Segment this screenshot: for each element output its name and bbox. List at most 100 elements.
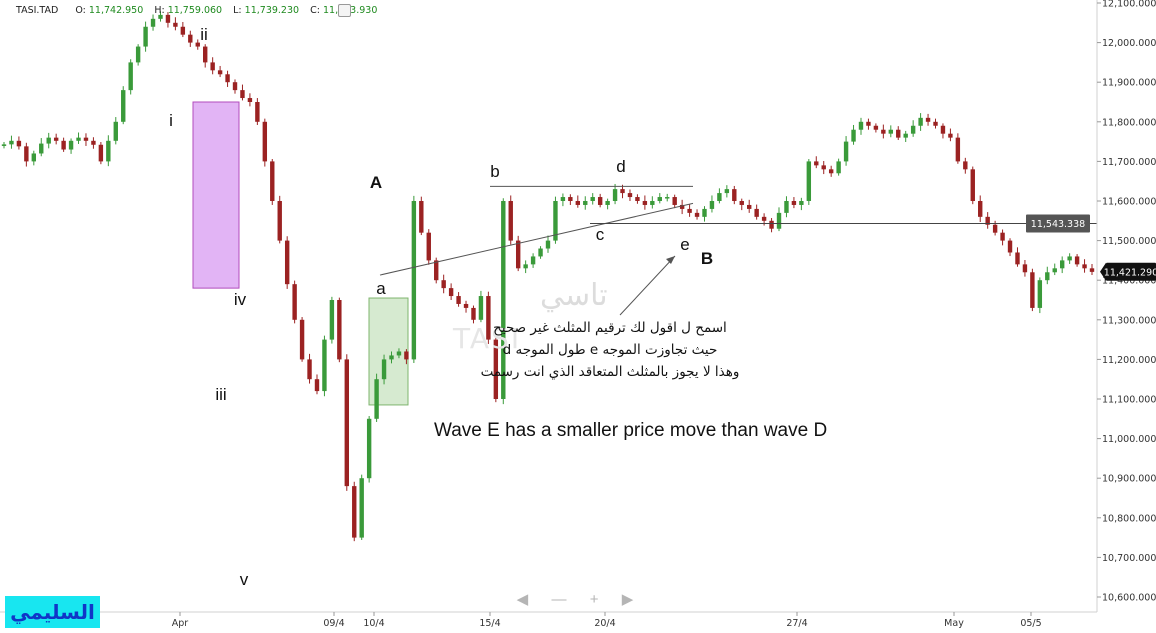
candle-body bbox=[1045, 272, 1050, 281]
candle-body bbox=[508, 201, 513, 241]
wave-label-B: B bbox=[701, 249, 713, 268]
price-tag-pointer bbox=[1100, 262, 1106, 281]
candle-body bbox=[717, 193, 722, 201]
low-label: L: bbox=[233, 5, 242, 16]
y-tick-label: 11,700.000 bbox=[1102, 157, 1156, 168]
candle-body bbox=[247, 98, 253, 102]
header-settings-icon[interactable] bbox=[338, 4, 351, 17]
candle-body bbox=[434, 260, 439, 281]
wave-label-i: i bbox=[169, 111, 173, 130]
candle-body bbox=[650, 201, 655, 205]
candle-body bbox=[329, 300, 335, 340]
x-axis[interactable]: Apr 09/4 10/4 15/4 20/4 27/4 May 05/5 bbox=[0, 611, 1097, 629]
candle-body bbox=[195, 42, 200, 47]
annotation-ar-line2: حيث تجاوزت الموجه e طول الموجه d bbox=[502, 342, 718, 358]
candle-body bbox=[978, 201, 983, 217]
y-tick-label: 11,100.000 bbox=[1102, 395, 1156, 406]
zoom-out-icon[interactable]: — bbox=[551, 590, 567, 608]
candle-body bbox=[374, 379, 379, 419]
wave-label-e: e bbox=[680, 235, 689, 254]
candle-body bbox=[933, 121, 938, 126]
candle-body bbox=[426, 232, 431, 261]
candle-body bbox=[605, 201, 610, 205]
x-tick-label: 27/4 bbox=[786, 618, 807, 629]
candle-body bbox=[456, 296, 461, 304]
candle-body bbox=[843, 141, 849, 162]
candle-body bbox=[612, 189, 618, 201]
y-tick-label: 11,000.000 bbox=[1102, 434, 1156, 445]
candle-body bbox=[970, 169, 975, 201]
y-tick-label: 11,800.000 bbox=[1102, 117, 1156, 128]
candle-body bbox=[814, 161, 819, 166]
drawn-lines bbox=[379, 185, 1097, 316]
candle-body bbox=[31, 153, 37, 162]
low-value: 11,739.230 bbox=[244, 5, 300, 16]
scroll-left-icon[interactable]: ◀ bbox=[516, 591, 529, 608]
candle-body bbox=[217, 70, 223, 75]
candle-body bbox=[463, 303, 469, 308]
candle-body bbox=[627, 193, 633, 198]
candle-body bbox=[98, 144, 104, 162]
candle-body bbox=[963, 161, 968, 170]
y-tick-label: 10,800.000 bbox=[1102, 513, 1156, 524]
annotation-en: Wave E has a smaller price move than wav… bbox=[434, 420, 828, 441]
candle-body bbox=[679, 204, 685, 209]
candle-body bbox=[396, 351, 402, 356]
y-tick-label: 11,300.000 bbox=[1102, 315, 1156, 326]
y-tick-label: 10,600.000 bbox=[1102, 593, 1156, 604]
candle-body bbox=[1089, 268, 1095, 272]
candle-body bbox=[150, 18, 156, 27]
symbol-name: TASI.TAD bbox=[16, 5, 59, 16]
candle-body bbox=[493, 339, 499, 399]
candle-body bbox=[1007, 240, 1013, 253]
candle-body bbox=[873, 125, 879, 130]
candle-body bbox=[918, 117, 923, 126]
candle-body bbox=[694, 212, 700, 217]
candle-body bbox=[799, 201, 804, 205]
candle-body bbox=[158, 14, 163, 19]
candle-body bbox=[53, 137, 59, 141]
candle-body bbox=[955, 137, 961, 162]
x-tick-label: 05/5 bbox=[1020, 618, 1041, 629]
candle-body bbox=[314, 379, 320, 392]
wave-label-d: d bbox=[616, 157, 625, 176]
candle-body bbox=[322, 339, 327, 392]
candle-body bbox=[545, 240, 551, 249]
candle-body bbox=[225, 74, 230, 83]
scroll-right-icon[interactable]: ▶ bbox=[621, 591, 634, 608]
candle-body bbox=[173, 22, 178, 27]
candle-body bbox=[448, 288, 454, 297]
candle-body bbox=[113, 121, 118, 141]
y-tick-label: 10,900.000 bbox=[1102, 474, 1156, 485]
candle-body bbox=[881, 129, 886, 134]
y-axis[interactable]: 12,100.000 12,000.000 11,900.000 11,800.000… bbox=[1096, 0, 1156, 612]
candle-body bbox=[307, 359, 312, 380]
candle-body bbox=[255, 102, 260, 122]
candle-body bbox=[791, 201, 797, 205]
callout-arrow-head bbox=[666, 256, 675, 264]
chart-navigation: ◀ — + ▶ bbox=[505, 590, 645, 609]
candle-body bbox=[419, 201, 424, 233]
candle-body bbox=[925, 117, 931, 122]
candle-body bbox=[515, 240, 521, 269]
x-tick-label: 20/4 bbox=[594, 618, 615, 629]
candle-body bbox=[471, 307, 476, 320]
candle-body bbox=[143, 26, 148, 47]
candle-body bbox=[46, 137, 51, 144]
candle-body bbox=[486, 296, 491, 340]
zoom-in-icon[interactable]: + bbox=[589, 590, 599, 608]
candle-body bbox=[1037, 280, 1043, 308]
candle-body bbox=[590, 197, 595, 201]
candle-body bbox=[553, 201, 558, 241]
candle-body bbox=[583, 201, 588, 205]
candle-body bbox=[724, 189, 730, 194]
candle-body bbox=[747, 204, 752, 209]
candle-body bbox=[732, 189, 737, 201]
candle-body bbox=[478, 296, 484, 320]
x-tick-label: 10/4 bbox=[363, 618, 384, 629]
candle-body bbox=[337, 300, 342, 360]
candle-body bbox=[523, 264, 528, 269]
candle-body bbox=[262, 121, 268, 162]
candle-body bbox=[568, 197, 573, 201]
